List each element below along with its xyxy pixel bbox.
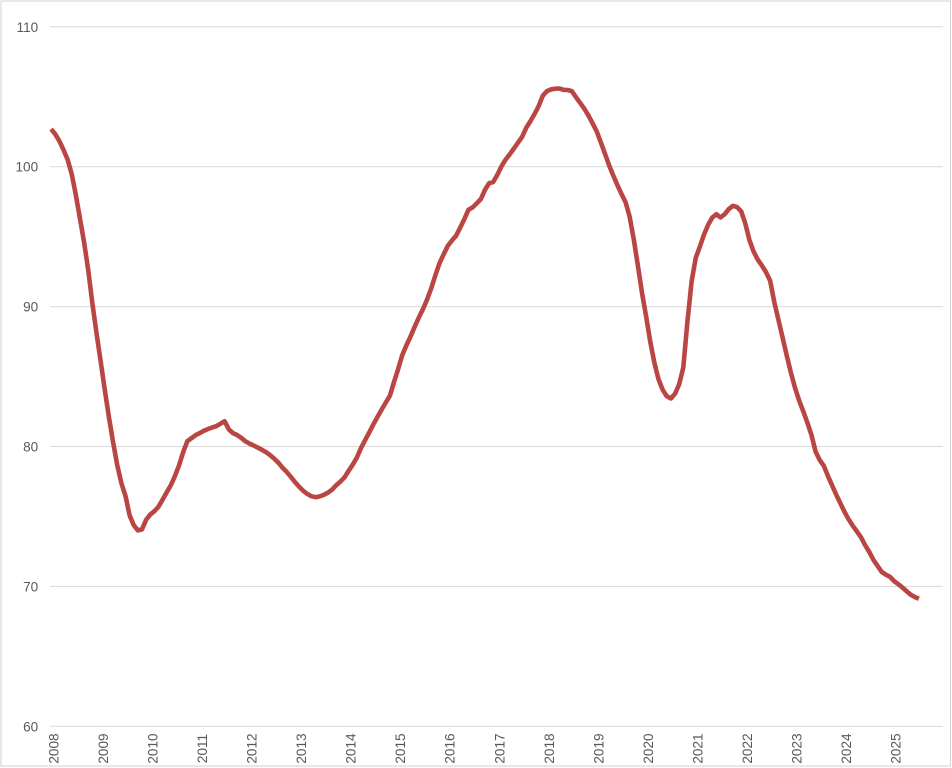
svg-text:2018: 2018 <box>542 733 557 763</box>
svg-text:70: 70 <box>23 579 39 594</box>
svg-text:2011: 2011 <box>195 734 210 763</box>
svg-text:2023: 2023 <box>790 733 805 763</box>
svg-text:2008: 2008 <box>47 733 62 763</box>
svg-text:2020: 2020 <box>641 733 656 764</box>
svg-text:2025: 2025 <box>889 733 904 763</box>
svg-text:90: 90 <box>23 300 39 315</box>
svg-text:2010: 2010 <box>146 733 161 764</box>
svg-text:2022: 2022 <box>740 733 755 763</box>
svg-text:2017: 2017 <box>492 733 507 763</box>
svg-text:2019: 2019 <box>591 733 606 763</box>
svg-text:80: 80 <box>23 440 39 455</box>
svg-text:2012: 2012 <box>245 733 260 763</box>
svg-text:2009: 2009 <box>96 733 111 763</box>
svg-text:2016: 2016 <box>443 733 458 763</box>
svg-text:100: 100 <box>16 160 39 175</box>
svg-text:60: 60 <box>23 719 39 734</box>
svg-text:2014: 2014 <box>344 733 359 764</box>
svg-text:2024: 2024 <box>839 733 854 764</box>
svg-text:2015: 2015 <box>393 733 408 763</box>
svg-text:2013: 2013 <box>294 733 309 763</box>
svg-text:110: 110 <box>17 20 39 35</box>
svg-text:2021: 2021 <box>690 733 705 763</box>
